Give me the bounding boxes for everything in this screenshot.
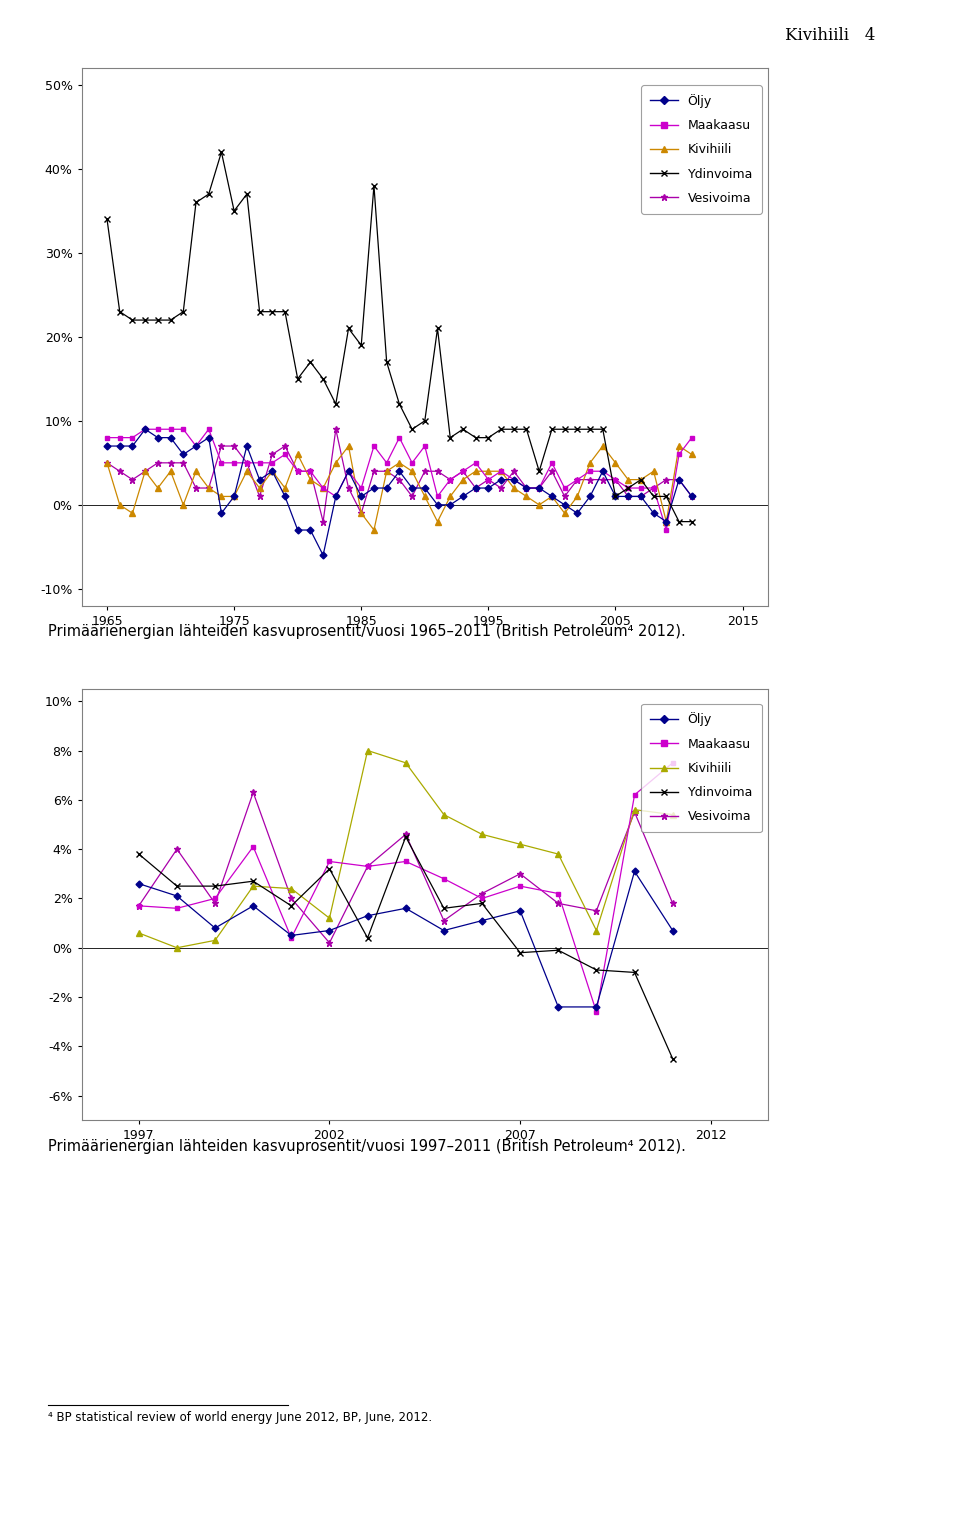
Legend: Öljy, Maakaasu, Kivihiili, Ydinvoima, Vesivoima: Öljy, Maakaasu, Kivihiili, Ydinvoima, Ve…: [641, 85, 761, 213]
Text: Primäärienergian lähteiden kasvuprosentit/vuosi 1997–2011 (British Petroleum⁴ 20: Primäärienergian lähteiden kasvuprosenti…: [48, 1139, 685, 1154]
Text: Primäärienergian lähteiden kasvuprosentit/vuosi 1965–2011 (British Petroleum⁴ 20: Primäärienergian lähteiden kasvuprosenti…: [48, 624, 685, 639]
Legend: Öljy, Maakaasu, Kivihiili, Ydinvoima, Vesivoima: Öljy, Maakaasu, Kivihiili, Ydinvoima, Ve…: [641, 704, 761, 833]
Text: Kivihiili   4: Kivihiili 4: [785, 27, 876, 44]
Text: ⁴ BP statistical review of world energy June 2012, BP, June, 2012.: ⁴ BP statistical review of world energy …: [48, 1411, 432, 1425]
